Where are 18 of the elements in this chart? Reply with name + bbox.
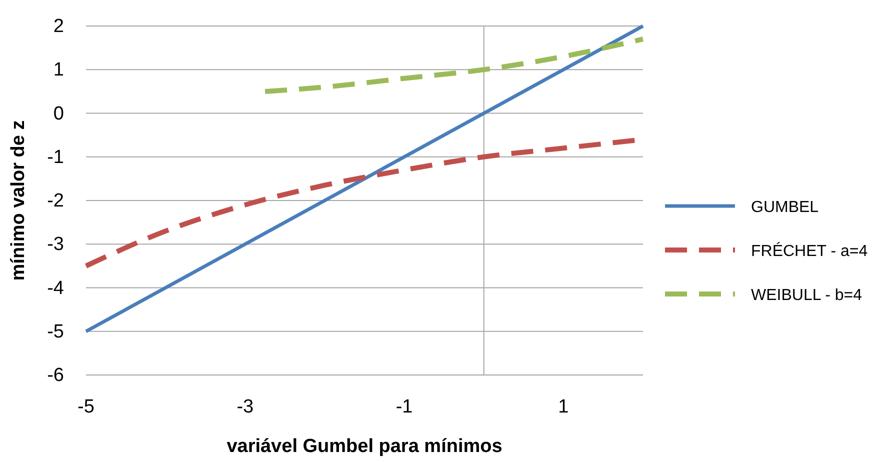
y-tick-label: 2 xyxy=(53,16,64,38)
x-tick-label: -1 xyxy=(396,396,413,418)
legend-label: FRÉCHET - a=4 xyxy=(751,242,868,260)
x-tick-label: -3 xyxy=(236,396,254,418)
y-tick-label: 1 xyxy=(53,60,64,81)
y-tick-label: -2 xyxy=(47,190,64,212)
y-tick-label: 0 xyxy=(53,103,64,124)
y-tick-label: -4 xyxy=(47,278,64,299)
x-axis-title: variável Gumbel para mínimos xyxy=(226,436,502,457)
y-tick-label: -1 xyxy=(47,146,64,168)
legend-label: WEIBULL - b=4 xyxy=(751,287,862,304)
y-axis-title: mínimo valor de z xyxy=(8,120,29,281)
x-tick-label: 1 xyxy=(558,396,569,418)
y-tick-label: -3 xyxy=(47,234,64,256)
y-tick-label: -5 xyxy=(47,321,64,342)
legend-label: GUMBEL xyxy=(751,199,819,216)
x-tick-label: -5 xyxy=(78,396,94,418)
y-tick-label: -6 xyxy=(47,365,64,386)
